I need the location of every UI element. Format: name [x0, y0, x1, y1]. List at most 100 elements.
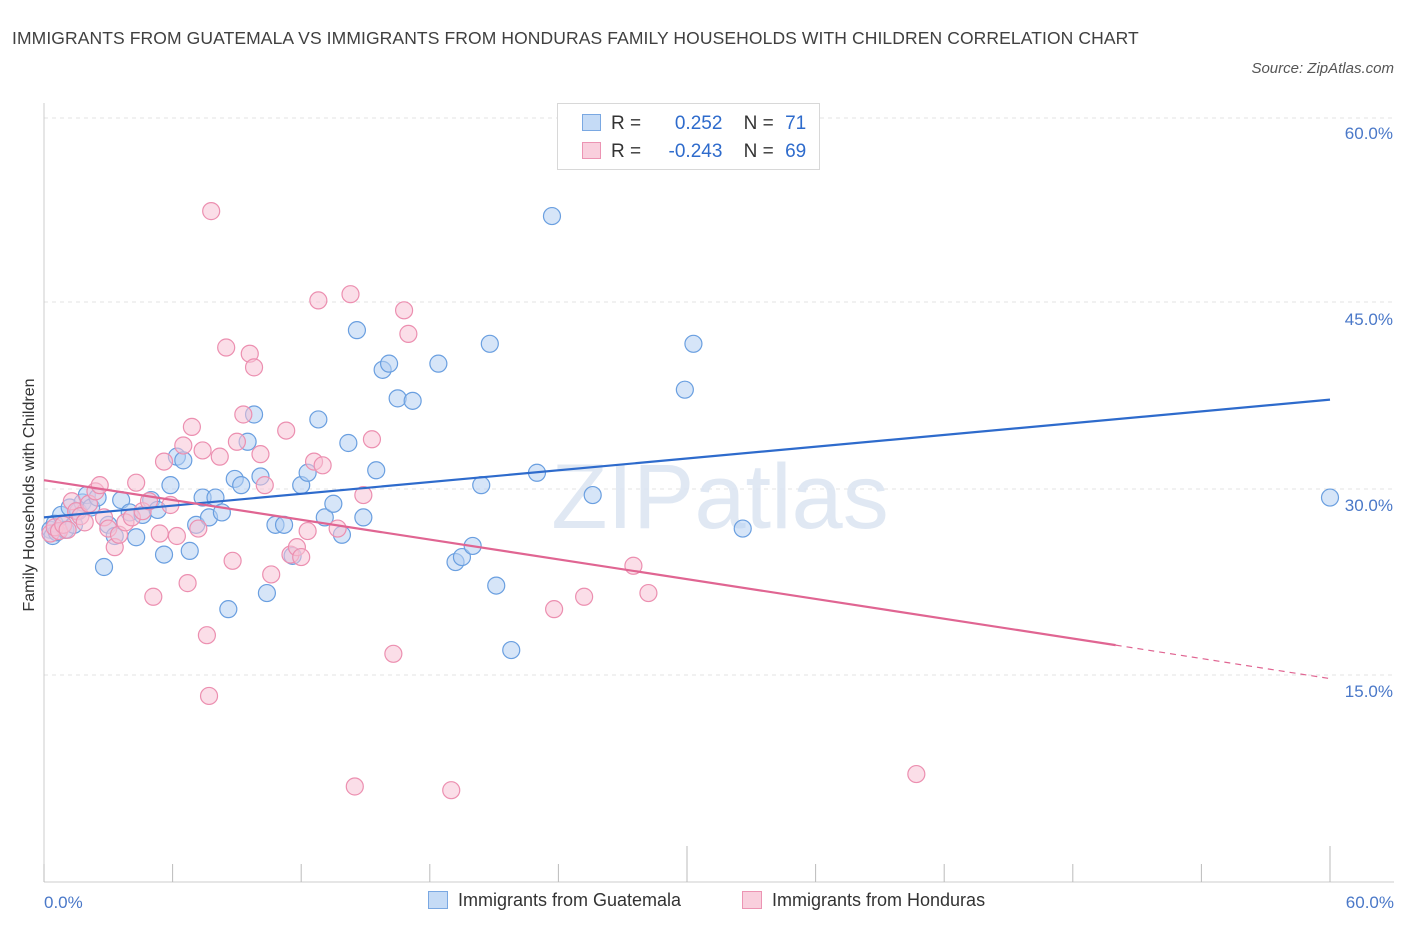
guatemala-point — [232, 476, 251, 495]
bottom-legend-label-honduras: Immigrants from Honduras — [772, 890, 986, 910]
honduras-point — [313, 456, 332, 475]
y-axis-tick-labels: 15.0% 30.0% 45.0% 60.0% — [1345, 124, 1393, 701]
guatemala-point — [367, 461, 386, 480]
honduras-point — [197, 626, 216, 645]
honduras-point — [354, 485, 373, 505]
honduras-point — [328, 519, 347, 538]
legend-row-guatemala: R = 0.252 N = 71 — [582, 113, 806, 137]
y-tick-label: 45.0% — [1345, 310, 1393, 329]
guatemala-point — [94, 557, 114, 577]
bottom-legend-honduras: Immigrants from Honduras — [742, 890, 985, 911]
honduras-point — [341, 285, 360, 304]
legend-n-label: N = — [743, 113, 774, 134]
honduras-point — [309, 291, 328, 310]
honduras-point — [399, 324, 418, 343]
trend-line-guatemala — [43, 398, 1331, 519]
legend-r-label: R = — [611, 141, 642, 162]
guatemala-point — [452, 547, 472, 567]
guatemala-point — [684, 334, 703, 353]
bottom-legend-guatemala: Immigrants from Guatemala — [428, 890, 681, 911]
honduras-point — [58, 520, 77, 539]
bottom-legend-label-guatemala: Immigrants from Guatemala — [458, 890, 682, 910]
honduras-point — [193, 441, 212, 460]
honduras-point — [262, 565, 281, 584]
guatemala-point — [347, 321, 367, 340]
series-honduras-points — [41, 202, 926, 800]
honduras-point — [217, 338, 236, 357]
guatemala-point — [388, 389, 407, 408]
legend-n-value: 69 — [785, 141, 807, 162]
guatemala-point — [219, 600, 238, 619]
bottom-legend-swatch-honduras — [742, 891, 762, 909]
legend-r-value: -0.243 — [668, 141, 723, 162]
honduras-point — [255, 476, 274, 495]
honduras-point — [174, 436, 193, 455]
guatemala-point — [675, 380, 694, 399]
y-tick-label: 30.0% — [1345, 496, 1393, 515]
honduras-point — [345, 777, 364, 796]
chart-title: IMMIGRANTS FROM GUATEMALA VS IMMIGRANTS … — [12, 28, 1139, 48]
guatemala-point — [339, 433, 358, 453]
y-tick-label: 60.0% — [1345, 124, 1393, 143]
guatemala-point — [429, 354, 448, 373]
gridlines — [44, 117, 1394, 676]
honduras-point — [178, 574, 197, 593]
honduras-point — [394, 301, 414, 320]
y-tick-label: 15.0% — [1345, 682, 1393, 701]
honduras-point — [90, 476, 109, 495]
legend-row-honduras: R = -0.243 N = 69 — [582, 141, 806, 165]
honduras-point — [223, 551, 242, 570]
honduras-point — [199, 686, 219, 706]
bottom-legend-swatch-guatemala — [428, 891, 448, 909]
honduras-point — [75, 513, 94, 532]
honduras-point — [442, 781, 461, 800]
x-tick-label-max: 60.0% — [1346, 893, 1394, 912]
honduras-point — [150, 524, 169, 543]
honduras-point — [575, 587, 594, 606]
guatemala-point — [180, 541, 199, 560]
guatemala-point — [257, 583, 277, 603]
trend-line-honduras-extrapolated — [1115, 644, 1331, 680]
legend-swatch-honduras — [582, 142, 601, 159]
honduras-point — [384, 644, 403, 663]
honduras-point — [298, 521, 317, 541]
honduras-point — [202, 202, 221, 221]
honduras-point — [907, 764, 926, 784]
guatemala-point — [472, 476, 491, 495]
x-tick-label-min: 0.0% — [44, 893, 83, 912]
honduras-point — [292, 547, 311, 567]
y-axis-label: Family Households with Children — [21, 379, 38, 612]
guatemala-point — [403, 391, 422, 410]
honduras-point — [545, 600, 564, 619]
honduras-point — [189, 519, 208, 538]
guatemala-point — [154, 545, 174, 564]
chart-source: Source: ZipAtlas.com — [1251, 60, 1394, 77]
guatemala-point — [542, 206, 562, 226]
honduras-point — [210, 447, 229, 466]
honduras-point — [362, 430, 382, 449]
guatemala-point — [309, 410, 328, 429]
trend-line-honduras — [43, 479, 1116, 647]
honduras-point — [127, 473, 146, 492]
honduras-point — [639, 583, 658, 603]
guatemala-point — [1320, 488, 1340, 507]
guatemala-point — [379, 354, 399, 373]
guatemala-point — [480, 334, 499, 353]
trend-lines — [43, 398, 1331, 680]
watermark: ZIPatlas — [551, 446, 888, 548]
honduras-point — [234, 405, 253, 424]
guatemala-point — [502, 640, 521, 660]
x-axis-ticks — [43, 846, 1331, 882]
honduras-point — [167, 526, 186, 546]
guatemala-point — [161, 476, 180, 495]
honduras-point — [182, 417, 201, 436]
guatemala-point — [733, 519, 752, 538]
honduras-point — [227, 432, 246, 451]
guatemala-point — [487, 576, 506, 595]
honduras-point — [244, 358, 264, 377]
guatemala-point — [354, 508, 373, 527]
guatemala-point — [324, 494, 343, 513]
guatemala-point — [127, 528, 146, 547]
correlation-legend: R = 0.252 N = 71 R = -0.243 N = 69 — [557, 103, 820, 170]
